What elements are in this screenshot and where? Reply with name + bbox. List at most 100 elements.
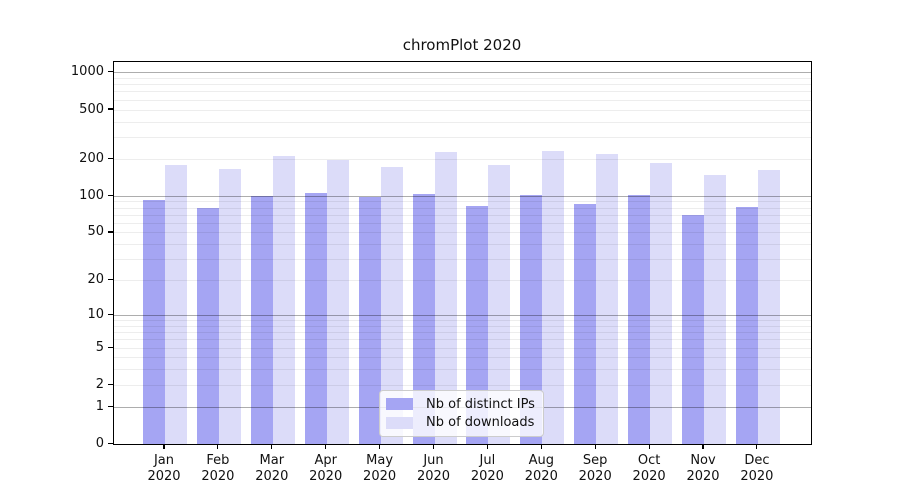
- x-axis-tick-label: Mar 2020: [255, 452, 289, 485]
- x-tick-mark: [702, 443, 704, 449]
- x-axis-tick-label: Feb 2020: [201, 452, 235, 485]
- minor-gridline: [114, 332, 811, 334]
- minor-gridline: [114, 357, 811, 359]
- major-gridline: [114, 195, 811, 197]
- minor-gridline: [114, 109, 811, 111]
- minor-gridline: [114, 77, 811, 79]
- legend-swatch-distinct-ips: [386, 398, 413, 411]
- y-tick-mark: [108, 108, 113, 110]
- gridlines-layer: [114, 62, 811, 444]
- x-axis-tick-label: Jun 2020: [416, 452, 451, 485]
- bar-distinct-ips-mar: [250, 196, 273, 445]
- bar-downloads-jul: [488, 164, 511, 445]
- minor-gridline: [114, 121, 811, 123]
- major-gridline: [114, 314, 811, 316]
- minor-gridline: [114, 244, 811, 246]
- bar-distinct-ips-sep: [574, 203, 597, 445]
- minor-gridline: [114, 339, 811, 341]
- x-tick-mark: [432, 443, 435, 449]
- bar-downloads-oct: [650, 163, 673, 445]
- bar-distinct-ips-dec: [735, 206, 758, 445]
- bar-downloads-dec: [757, 170, 780, 445]
- bar-distinct-ips-jun: [412, 193, 435, 445]
- bar-distinct-ips-may: [358, 197, 381, 445]
- y-tick-mark: [108, 405, 113, 407]
- y-axis-tick-label: 1000: [70, 64, 104, 80]
- y-tick-mark: [108, 442, 113, 445]
- minor-gridline: [114, 207, 811, 209]
- chart-title: chromPlot 2020: [402, 36, 522, 54]
- bar-distinct-ips-jul: [466, 206, 489, 445]
- x-axis-tick-label: Apr 2020: [309, 452, 343, 485]
- bar-distinct-ips-aug: [520, 194, 543, 445]
- minor-gridline: [114, 99, 811, 101]
- legend: Nb of distinct IPs Nb of downloads: [379, 390, 544, 437]
- y-axis-tick-label: 1: [95, 398, 104, 414]
- legend-item-downloads: Nb of downloads: [386, 415, 537, 430]
- minor-gridline: [114, 280, 811, 282]
- bar-downloads-aug: [542, 151, 565, 445]
- legend-label-distinct-ips: Nb of distinct IPs: [426, 396, 535, 412]
- x-tick-mark: [486, 443, 488, 449]
- major-gridline: [114, 72, 811, 74]
- y-tick-mark: [108, 279, 113, 281]
- y-axis-tick-label: 20: [87, 272, 104, 288]
- minor-gridline: [114, 136, 811, 138]
- y-axis-tick-label: 100: [79, 187, 104, 203]
- minor-gridline: [114, 232, 811, 234]
- x-axis-tick-label: Oct 2020: [632, 452, 666, 485]
- x-axis-tick-label: Aug 2020: [524, 452, 558, 485]
- bar-downloads-apr: [326, 160, 349, 445]
- minor-gridline: [114, 91, 811, 93]
- x-tick-mark: [325, 443, 327, 449]
- x-axis-tick-label: Nov 2020: [686, 452, 720, 485]
- x-tick-mark: [217, 443, 219, 449]
- bar-distinct-ips-apr: [304, 192, 327, 445]
- x-tick-mark: [648, 443, 650, 449]
- legend-swatch-downloads: [386, 416, 413, 429]
- x-tick-mark: [540, 443, 542, 449]
- legend-item-distinct-ips: Nb of distinct IPs: [386, 397, 537, 412]
- y-tick-mark: [108, 313, 113, 316]
- x-axis-tick-label: Jan 2020: [147, 452, 181, 485]
- y-axis-tick-label: 200: [79, 150, 104, 166]
- bars-layer: [114, 62, 811, 445]
- bar-distinct-ips-feb: [196, 208, 219, 445]
- bar-downloads-jan: [165, 164, 187, 445]
- minor-gridline: [114, 325, 811, 327]
- y-tick-mark: [108, 157, 113, 159]
- minor-gridline: [114, 222, 811, 224]
- y-tick-mark: [108, 231, 113, 233]
- x-tick-mark: [163, 443, 165, 449]
- y-axis-tick-label: 2: [95, 376, 104, 392]
- y-tick-mark: [108, 194, 113, 196]
- x-axis-tick-label: Sep 2020: [578, 452, 612, 485]
- bar-distinct-ips-jan: [143, 200, 165, 445]
- minor-gridline: [114, 369, 811, 371]
- x-tick-mark: [379, 443, 381, 449]
- bar-downloads-mar: [272, 155, 295, 445]
- bar-downloads-jun: [434, 152, 457, 445]
- bar-distinct-ips-nov: [682, 215, 704, 445]
- minor-gridline: [114, 320, 811, 322]
- y-axis-tick-label: 50: [87, 224, 104, 240]
- minor-gridline: [114, 347, 811, 349]
- y-axis-tick-label: 0: [95, 436, 104, 451]
- x-tick-mark: [594, 443, 596, 449]
- plot-area: [113, 61, 812, 445]
- y-tick-mark: [108, 346, 113, 348]
- minor-gridline: [114, 384, 811, 386]
- y-tick-mark: [108, 383, 113, 385]
- y-tick-mark: [108, 71, 113, 73]
- x-axis-tick-label: Dec 2020: [740, 452, 774, 485]
- y-axis-tick-label: 10: [87, 306, 104, 322]
- bar-distinct-ips-oct: [628, 194, 651, 445]
- x-tick-mark: [756, 443, 758, 449]
- x-axis-tick-label: May 2020: [363, 452, 397, 485]
- minor-gridline: [114, 158, 811, 160]
- minor-gridline: [114, 259, 811, 261]
- minor-gridline: [114, 214, 811, 216]
- y-axis-tick-label: 5: [95, 339, 104, 355]
- x-tick-mark: [271, 443, 273, 449]
